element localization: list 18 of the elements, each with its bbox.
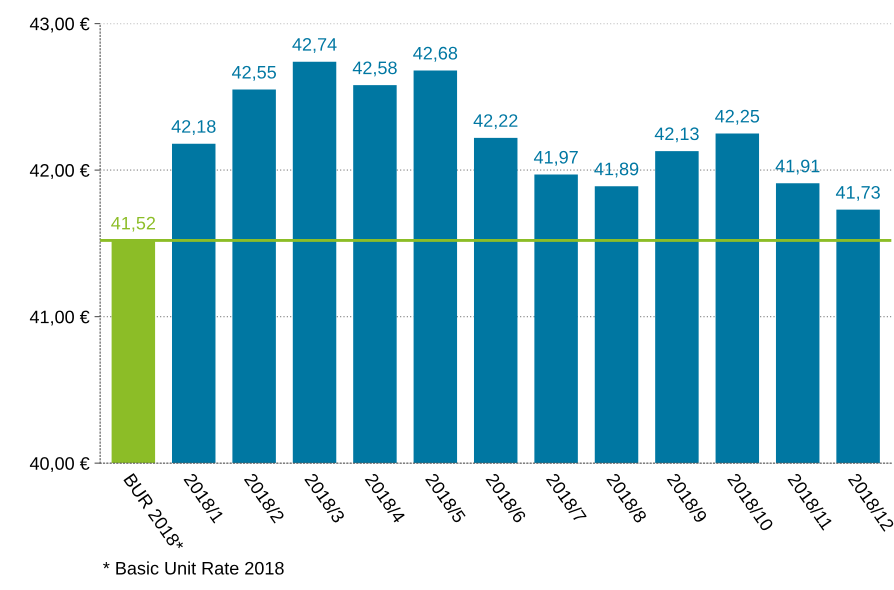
y-tick-label: 41,00 € xyxy=(30,310,90,326)
data-label: 41,91 xyxy=(776,160,820,175)
data-label: 42,13 xyxy=(654,127,699,142)
data-label: 41,89 xyxy=(594,162,638,178)
data-label: 42,74 xyxy=(292,38,337,53)
data-label: 41,52 xyxy=(111,216,156,232)
y-tick-label: 42,00 € xyxy=(30,164,90,179)
data-label: 42,22 xyxy=(474,114,518,130)
data-label: 42,18 xyxy=(172,120,216,135)
y-tick-label: 40,00 € xyxy=(30,457,90,472)
y-tick-label: 43,00 € xyxy=(30,18,90,32)
data-label: 41,97 xyxy=(534,150,578,166)
text: * Basic Unit Rate 2018 xyxy=(103,561,284,575)
data-label: 42,68 xyxy=(413,46,458,62)
data-label: 42,25 xyxy=(715,110,760,125)
data-label: 41,73 xyxy=(836,186,880,201)
data-label: 42,55 xyxy=(232,66,276,81)
data-label: 42,58 xyxy=(352,61,397,76)
